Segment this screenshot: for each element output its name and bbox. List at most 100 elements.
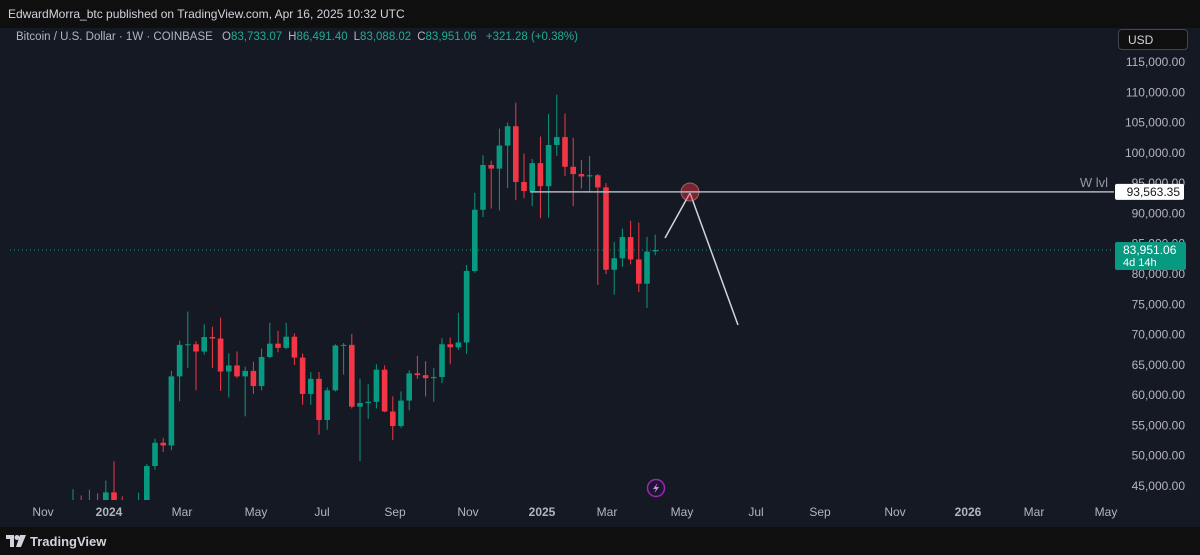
y-tick-label: 105,000.00 (1125, 116, 1185, 130)
change: +321.28 (+0.38%) (485, 31, 578, 43)
candle-body (160, 442, 166, 446)
candle-body (349, 344, 355, 407)
brand: TradingView (30, 534, 107, 549)
x-tick-label: Sep (384, 505, 406, 519)
candle-body (603, 187, 609, 270)
ohlc-value: 83,088.02 (360, 31, 412, 43)
candle-body (414, 373, 421, 376)
y-tick-label: 60,000.00 (1132, 388, 1186, 402)
chart: 45,000.00 50,000.00 55,000.00 60,000.00 65,0… (0, 28, 1200, 527)
price-countdown: 4d 14h (1123, 257, 1157, 269)
price-axis: 45,000.00 50,000.00 55,000.00 60,000.00 65,0… (1125, 55, 1185, 493)
x-tick-label: May (1095, 505, 1118, 519)
x-tick-label: Mar (597, 505, 618, 519)
candle-body (504, 126, 511, 146)
candle-body (308, 378, 314, 394)
y-tick-label: 55,000.00 (1132, 418, 1186, 432)
candle-body (176, 344, 183, 377)
candle-body (226, 365, 232, 372)
candle-body (144, 466, 150, 500)
candle-body (357, 403, 363, 407)
candle-body (209, 336, 216, 339)
candle-body (250, 370, 257, 387)
candle-body (381, 369, 388, 412)
x-tick-label: 2024 (96, 505, 123, 519)
candle-body (488, 164, 494, 169)
x-tick-label: Sep (809, 505, 831, 519)
candle-body (455, 342, 462, 348)
y-tick-label: 75,000.00 (1132, 297, 1186, 311)
x-tick-label: Nov (32, 505, 53, 519)
price-label-box (1115, 242, 1186, 271)
x-tick-label: Mar (172, 505, 193, 519)
brand-logo (6, 535, 26, 547)
candle-body (619, 237, 626, 259)
level-label-box (1115, 183, 1184, 200)
candle-body (521, 181, 527, 192)
plot-area (10, 94, 1112, 500)
currency-button[interactable]: USD (1118, 29, 1188, 50)
ohlc-key: O (222, 31, 231, 43)
x-tick-label: 2025 (529, 505, 556, 519)
candle-body (111, 492, 117, 500)
candle-body (242, 370, 248, 377)
symbol: Bitcoin / U.S. Dollar · 1W · COINBASE (16, 31, 213, 43)
candle-body (644, 251, 650, 284)
ohlc-key: C (417, 31, 426, 43)
level-label: 93,563.35 (1127, 185, 1181, 199)
ohlc-value: 83,733.07 (230, 31, 283, 43)
candle-body (529, 163, 535, 192)
y-tick-label: 110,000.00 (1126, 85, 1185, 99)
x-tick-label: Jul (314, 505, 329, 519)
candle-body (570, 166, 576, 175)
candle-body (103, 492, 109, 500)
candle-body (258, 356, 265, 387)
ohlc-value: 83,951.06 (425, 31, 477, 43)
candle-body (586, 175, 593, 177)
candle-body (422, 375, 429, 379)
ohlc: O83,733.07 H86,491.40 L83,088.02 C83,951.06 (216, 31, 477, 43)
candle-body (201, 336, 207, 352)
candle-body (316, 378, 322, 420)
candle-body (283, 336, 289, 348)
symbol-legend: Bitcoin / U.S. Dollar · 1W · COINBASE O8… (16, 31, 578, 43)
time-axis: Nov 2024 Mar May Jul Sep Nov 2025 Mar May Jul Sep No… (32, 505, 1117, 519)
candle-body (398, 400, 404, 427)
candle-body (439, 344, 445, 377)
x-tick-label: Mar (1024, 505, 1045, 519)
candle-body (275, 343, 281, 348)
candle-body (652, 250, 658, 252)
y-tick-label: 65,000.00 (1132, 358, 1186, 372)
candle-body (447, 344, 453, 348)
price-label: 83,951.06 (1123, 243, 1177, 257)
candle-body (332, 345, 339, 391)
candle-body (185, 344, 191, 346)
candle-body (496, 145, 503, 169)
candle-body (234, 365, 240, 377)
candle-body (627, 237, 634, 260)
y-tick-label: 80,000.00 (1132, 267, 1186, 281)
ohlc-value: 86,491.40 (296, 31, 348, 43)
candle-body (472, 209, 478, 271)
candle-body (390, 411, 396, 427)
y-tick-label: 90,000.00 (1132, 206, 1186, 220)
candle-body (431, 376, 437, 379)
y-tick-label: 100,000.00 (1125, 146, 1185, 160)
level-name: W lvl (1080, 175, 1108, 190)
y-tick-label: 45,000.00 (1132, 479, 1186, 493)
candle-body (578, 174, 585, 177)
x-tick-label: 2026 (955, 505, 982, 519)
candle-body (365, 401, 371, 404)
candle-body (217, 338, 224, 372)
candle-body (267, 343, 273, 357)
candle-body (406, 373, 412, 401)
chart-background (0, 28, 1200, 527)
publisher-line: EdwardMorra_btc published on TradingView… (8, 7, 405, 21)
candle-body (480, 164, 486, 210)
y-tick-label: 50,000.00 (1132, 449, 1186, 463)
candle-body (324, 390, 330, 420)
y-tick-label: 115,000.00 (1126, 55, 1185, 69)
event-icon[interactable] (646, 478, 666, 498)
candle-body (373, 369, 380, 402)
x-tick-label: May (245, 505, 268, 519)
